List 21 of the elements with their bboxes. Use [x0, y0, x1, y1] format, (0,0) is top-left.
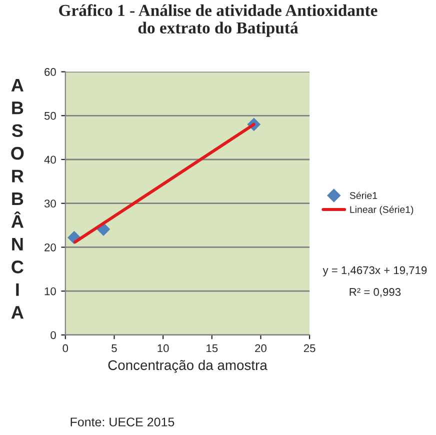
legend-label: Série1 — [350, 192, 378, 199]
y-tick-label: 20 — [44, 243, 56, 252]
chart-title: Gráfico 1 - Análise de atividade Antioxidante do extrato do Batiputá — [59, 4, 378, 37]
x-axis-title: Concentração da amostra — [108, 360, 268, 373]
y-tick-label: 0 — [50, 331, 56, 340]
text: ABSORBÂNCIA — [11, 78, 24, 319]
y-tick-label: 10 — [44, 287, 56, 296]
legend-label: Linear (Série1) — [350, 206, 414, 215]
text: R² = 0,993 — [350, 288, 401, 298]
text: y = 1,4673x + 19,719 — [322, 266, 427, 276]
x-tick-label: 20 — [255, 344, 266, 352]
y-tick-label: 40 — [44, 156, 56, 164]
x-tick-label: 25 — [304, 344, 316, 352]
x-tick-label: 15 — [206, 344, 218, 352]
y-tick-label: 60 — [44, 68, 56, 76]
y-tick-label: 30 — [44, 200, 56, 208]
source-note: Fonte: UECE 2015 — [70, 418, 174, 426]
y-tick-label: 50 — [44, 112, 56, 120]
x-tick-label: 0 — [62, 344, 68, 352]
x-tick-label: 5 — [112, 344, 117, 352]
x-tick-label: 10 — [158, 344, 169, 352]
